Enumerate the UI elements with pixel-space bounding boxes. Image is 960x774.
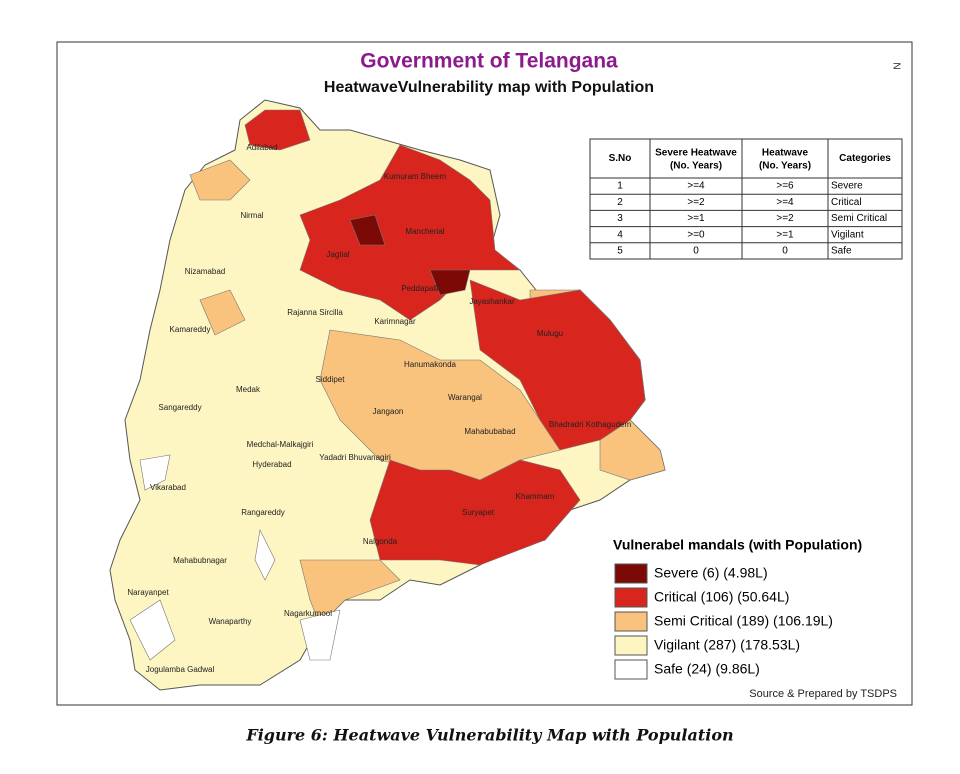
region (129, 599, 176, 661)
district-label: Sangareddy (158, 403, 201, 412)
region (244, 109, 311, 151)
district-label: Warangal (448, 393, 482, 402)
subtitle: HeatwaveVulnerability map with Populatio… (324, 79, 654, 96)
table-cell: >=0 (687, 229, 705, 240)
region (349, 214, 386, 246)
district-label: Nalgonda (363, 537, 398, 546)
table-cell: Severe (831, 181, 863, 192)
district-label: Hyderabad (252, 460, 291, 469)
district-label: Rajanna Sircilla (287, 308, 343, 317)
legend-label: Safe (24) (9.86L) (654, 661, 760, 677)
table-cell: 3 (617, 213, 623, 224)
district-label: Wanaparthy (209, 617, 252, 626)
district-label: Nizamabad (185, 267, 225, 276)
district-label: Medak (236, 385, 261, 394)
legend-title: Vulnerabel mandals (with Population) (613, 537, 862, 553)
table-cell: Critical (831, 197, 862, 208)
table-cell: Semi Critical (831, 213, 887, 224)
district-label: Medchal-Malkajgiri (247, 440, 314, 449)
district-label: Jangaon (373, 407, 404, 416)
table-cell: >=4 (687, 181, 705, 192)
legend-swatch (614, 587, 648, 608)
region (139, 454, 171, 491)
district-label: Nirmal (240, 211, 263, 220)
legend-label: Semi Critical (189) (106.19L) (654, 613, 833, 629)
table-header: Heatwave (No. Years) (759, 147, 811, 171)
region (369, 459, 581, 566)
table-cell: 0 (693, 246, 699, 257)
district-label: Hanumakonda (404, 360, 457, 369)
table-cell: 5 (617, 246, 623, 257)
district-label: Kamareddy (170, 325, 211, 334)
legend-swatch (614, 563, 648, 584)
legend-swatch (614, 635, 648, 656)
legend: Vulnerabel mandals (with Population) Seve… (613, 537, 862, 680)
table-header: Categories (839, 153, 891, 164)
district-label: Vikarabad (150, 483, 186, 492)
table-cell: >=2 (776, 213, 794, 224)
table-cell: >=4 (776, 197, 794, 208)
district-label: Adilabad (246, 143, 277, 152)
district-label: Mancherial (405, 227, 444, 236)
table-cell: Safe (831, 246, 852, 257)
district-label: Jagtial (326, 250, 349, 259)
north-arrow: N (893, 62, 904, 69)
region (429, 269, 471, 296)
table-cell: 4 (617, 229, 623, 240)
region (299, 609, 341, 661)
table-cell: >=2 (687, 197, 705, 208)
table-cell: >=1 (776, 229, 794, 240)
district-label: Rangareddy (241, 508, 285, 517)
district-label: Khammam (516, 492, 555, 501)
region (299, 144, 521, 321)
district-label: Jayashankar (469, 297, 515, 306)
criteria-table: S.No Severe Heatwave (No. Years) Heatwave (N… (589, 138, 903, 260)
legend-label: Severe (6) (4.98L) (654, 565, 768, 581)
table-bg (589, 138, 903, 260)
region (469, 279, 646, 451)
map: Adilabad Kumuram Bheem Nirmal Mancherial Jag… (109, 99, 666, 691)
region (189, 159, 251, 201)
district-label: Bhadradri Kothagudem (549, 420, 632, 429)
table-cell: >=6 (776, 181, 794, 192)
district-label: Suryapet (462, 508, 495, 517)
district-label: Karimnagar (374, 317, 416, 326)
legend-label: Vigilant (287) (178.53L) (654, 637, 800, 653)
table-cell: Vigilant (831, 229, 864, 240)
legend-swatch (614, 659, 648, 680)
table-cell: 0 (782, 246, 788, 257)
district-label: Mahabubabad (464, 427, 515, 436)
caption: Figure 6: Heatwave Vulnerability Map wit… (245, 726, 733, 745)
district-label: Siddipet (316, 375, 346, 384)
frame (56, 41, 913, 706)
district-label: Narayanpet (127, 588, 169, 597)
district-label: Mulugu (537, 329, 563, 338)
district-label: Mahabubnagar (173, 556, 227, 565)
source: Source & Prepared by TSDPS (749, 688, 897, 700)
legend-swatch (614, 611, 648, 632)
table-cell: >=1 (687, 213, 705, 224)
district-label: Peddapalli (401, 284, 439, 293)
region (199, 289, 246, 336)
title: Government of Telangana (360, 50, 618, 73)
legend-label: Critical (106) (50.64L) (654, 589, 789, 605)
region (254, 529, 276, 581)
district-label: Kumuram Bheem (384, 172, 447, 181)
table-header: S.No (609, 153, 632, 164)
table-cell: 2 (617, 197, 623, 208)
district-label: Jogulamba Gadwal (146, 665, 215, 674)
district-label: Yadadri Bhuvanagiri (319, 453, 391, 462)
table-cell: 1 (617, 181, 623, 192)
table-header: Severe Heatwave (No. Years) (655, 147, 737, 171)
district-label: Nagarkurnool (284, 609, 332, 618)
